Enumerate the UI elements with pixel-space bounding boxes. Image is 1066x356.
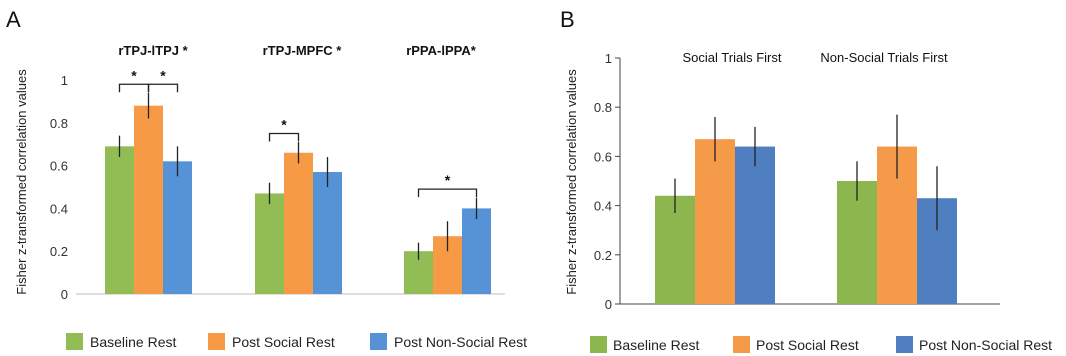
group-title: rTPJ-lTPJ * xyxy=(118,43,188,58)
legend-swatch-post-social xyxy=(208,333,225,350)
bar xyxy=(284,152,313,294)
legend-b-swatch-baseline xyxy=(590,336,607,353)
bar xyxy=(105,146,134,294)
group-title: rTPJ-MPFC * xyxy=(263,43,343,58)
y-tick-label: 0.4 xyxy=(50,201,68,216)
panel-a-legend: Baseline Rest Post Social Rest Post Non-… xyxy=(66,333,527,350)
legend-label-post-social: Post Social Rest xyxy=(232,334,335,350)
legend-b-swatch-post-social xyxy=(733,336,750,353)
panel-b-plot: 0 0.2 0.4 0.6 0.8 1 Social Trials First Non-Soc… xyxy=(594,50,1000,312)
y-tick-label: 0.6 xyxy=(594,149,612,164)
bar xyxy=(134,105,163,295)
panel-b-ylabel: Fisher z-transformed correlation values xyxy=(564,69,579,295)
panel-a-plot: 0 0.2 0.4 0.6 0.8 1 rTPJ-lTPJ * rTPJ-MPFC * rPPA… xyxy=(50,43,505,302)
y-tick-label: 0.4 xyxy=(594,199,612,214)
y-tick-label: 1 xyxy=(61,73,68,88)
y-tick-label: 1 xyxy=(605,51,612,66)
legend-b-label-post-social: Post Social Rest xyxy=(756,337,859,353)
group-title: Social Trials First xyxy=(683,50,782,65)
legend-swatch-baseline xyxy=(66,333,83,350)
significance-bracket xyxy=(417,188,478,198)
bar xyxy=(462,208,491,294)
panel-b-legend: Baseline Rest Post Social Rest Post Non-… xyxy=(590,336,1052,353)
significance-star: * xyxy=(281,117,287,133)
legend-b-swatch-post-nonsocial xyxy=(896,336,913,353)
legend-b-label-baseline: Baseline Rest xyxy=(613,337,699,353)
group-title: Non-Social Trials First xyxy=(820,50,948,65)
bar xyxy=(655,195,695,304)
significance-star: * xyxy=(445,172,451,188)
bar xyxy=(313,172,342,294)
legend-label-post-nonsocial: Post Non-Social Rest xyxy=(394,334,527,350)
significance-star: * xyxy=(131,67,137,83)
bar xyxy=(837,181,877,304)
legend-b-label-post-nonsocial: Post Non-Social Rest xyxy=(919,337,1052,353)
group-title: rPPA-lPPA* xyxy=(406,43,477,58)
legend-swatch-post-nonsocial xyxy=(370,333,387,350)
y-tick-label: 0.6 xyxy=(50,159,68,174)
y-tick-label: 0.2 xyxy=(594,248,612,263)
y-tick-label: 0.8 xyxy=(594,100,612,115)
panel-a-letter: A xyxy=(6,7,21,32)
significance-bracket xyxy=(118,83,150,93)
bar xyxy=(255,193,284,294)
y-tick-label: 0 xyxy=(605,297,612,312)
legend-label-baseline: Baseline Rest xyxy=(90,334,176,350)
y-tick-label: 0 xyxy=(61,287,68,302)
y-tick-label: 0.2 xyxy=(50,244,68,259)
bar xyxy=(695,139,735,304)
significance-star: * xyxy=(160,67,166,83)
panel-a-ylabel: Fisher z-transformed correlation values xyxy=(14,69,29,295)
significance-bracket xyxy=(268,132,300,142)
bar xyxy=(163,161,192,294)
panel-b-letter: B xyxy=(560,7,575,32)
significance-bracket xyxy=(147,83,179,93)
y-tick-label: 0.8 xyxy=(50,116,68,131)
bar xyxy=(735,146,775,304)
